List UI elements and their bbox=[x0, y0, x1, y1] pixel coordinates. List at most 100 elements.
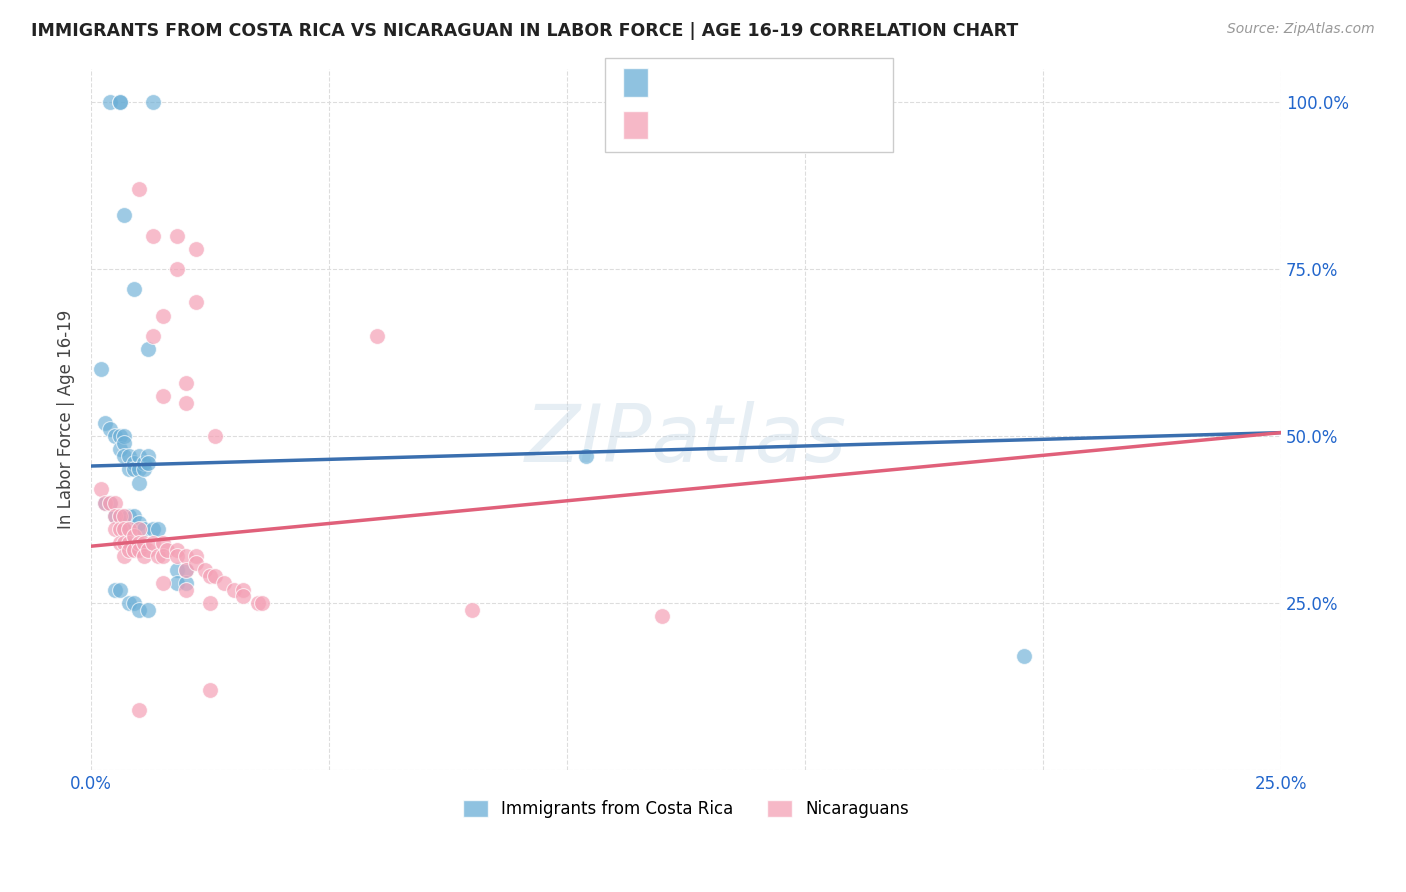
Point bbox=[222, 582, 245, 597]
Text: IMMIGRANTS FROM COSTA RICA VS NICARAGUAN IN LABOR FORCE | AGE 16-19 CORRELATION : IMMIGRANTS FROM COSTA RICA VS NICARAGUAN… bbox=[31, 22, 1018, 40]
Point bbox=[214, 576, 236, 591]
Point bbox=[122, 529, 145, 543]
Point bbox=[166, 549, 188, 564]
Point bbox=[118, 523, 141, 537]
Point bbox=[204, 569, 226, 583]
Point bbox=[166, 228, 188, 243]
Text: N =: N = bbox=[766, 116, 806, 134]
Point bbox=[136, 542, 159, 557]
Text: 50: 50 bbox=[806, 74, 831, 92]
Point bbox=[114, 516, 136, 530]
Point bbox=[142, 536, 165, 550]
Point bbox=[184, 549, 207, 564]
Point bbox=[114, 435, 136, 450]
Point bbox=[366, 328, 388, 343]
Point bbox=[142, 523, 165, 537]
Point bbox=[128, 182, 150, 196]
Point bbox=[142, 228, 165, 243]
Point bbox=[176, 563, 198, 577]
Point bbox=[114, 449, 136, 463]
Point bbox=[94, 496, 117, 510]
Point bbox=[198, 682, 221, 697]
Point bbox=[118, 536, 141, 550]
Point bbox=[114, 429, 136, 443]
Point bbox=[98, 422, 121, 436]
Point bbox=[128, 602, 150, 616]
Point bbox=[128, 462, 150, 476]
Point bbox=[128, 703, 150, 717]
Point bbox=[232, 589, 254, 603]
Point bbox=[132, 549, 155, 564]
Point bbox=[104, 509, 127, 524]
Point bbox=[136, 342, 159, 356]
Point bbox=[94, 496, 117, 510]
Text: N =: N = bbox=[766, 74, 806, 92]
Point bbox=[184, 556, 207, 570]
Point bbox=[176, 395, 198, 409]
Point bbox=[152, 549, 174, 564]
Point bbox=[152, 576, 174, 591]
Point bbox=[136, 449, 159, 463]
Point bbox=[114, 523, 136, 537]
Point bbox=[122, 596, 145, 610]
Point bbox=[114, 509, 136, 524]
Point bbox=[1012, 649, 1035, 664]
Point bbox=[118, 462, 141, 476]
Point bbox=[122, 542, 145, 557]
Point bbox=[108, 582, 131, 597]
Point bbox=[146, 549, 169, 564]
Point bbox=[132, 462, 155, 476]
Point bbox=[136, 456, 159, 470]
Point bbox=[118, 542, 141, 557]
Text: 0.222: 0.222 bbox=[704, 116, 761, 134]
Point bbox=[132, 523, 155, 537]
Text: R =: R = bbox=[659, 116, 699, 134]
Point bbox=[118, 509, 141, 524]
Point bbox=[152, 389, 174, 403]
Point bbox=[108, 509, 131, 524]
Point bbox=[176, 376, 198, 390]
Point bbox=[651, 609, 673, 624]
Text: 64: 64 bbox=[806, 116, 831, 134]
Point bbox=[114, 549, 136, 564]
Text: Source: ZipAtlas.com: Source: ZipAtlas.com bbox=[1227, 22, 1375, 37]
Point bbox=[128, 475, 150, 490]
Point bbox=[108, 429, 131, 443]
Point bbox=[184, 242, 207, 256]
Point bbox=[108, 442, 131, 457]
Point bbox=[166, 262, 188, 277]
Point bbox=[108, 95, 131, 109]
Point bbox=[176, 549, 198, 564]
Point bbox=[176, 576, 198, 591]
Point bbox=[198, 596, 221, 610]
Point bbox=[194, 563, 217, 577]
Point bbox=[156, 542, 179, 557]
Point bbox=[114, 536, 136, 550]
Point bbox=[128, 516, 150, 530]
Point bbox=[204, 429, 226, 443]
Point bbox=[128, 449, 150, 463]
Point bbox=[176, 582, 198, 597]
Point bbox=[108, 536, 131, 550]
Point bbox=[232, 582, 254, 597]
Point bbox=[90, 362, 112, 376]
Point bbox=[128, 523, 150, 537]
Point bbox=[122, 509, 145, 524]
Point bbox=[90, 483, 112, 497]
Point bbox=[104, 582, 127, 597]
Point bbox=[122, 282, 145, 296]
Point bbox=[152, 309, 174, 323]
Point bbox=[198, 569, 221, 583]
Point bbox=[136, 602, 159, 616]
Point bbox=[146, 523, 169, 537]
Legend: Immigrants from Costa Rica, Nicaraguans: Immigrants from Costa Rica, Nicaraguans bbox=[457, 793, 915, 825]
Point bbox=[104, 496, 127, 510]
Text: R =: R = bbox=[659, 74, 699, 92]
Point bbox=[128, 542, 150, 557]
Point bbox=[118, 596, 141, 610]
Point bbox=[108, 95, 131, 109]
Point bbox=[104, 523, 127, 537]
Point bbox=[128, 536, 150, 550]
Point bbox=[252, 596, 274, 610]
Point bbox=[108, 509, 131, 524]
